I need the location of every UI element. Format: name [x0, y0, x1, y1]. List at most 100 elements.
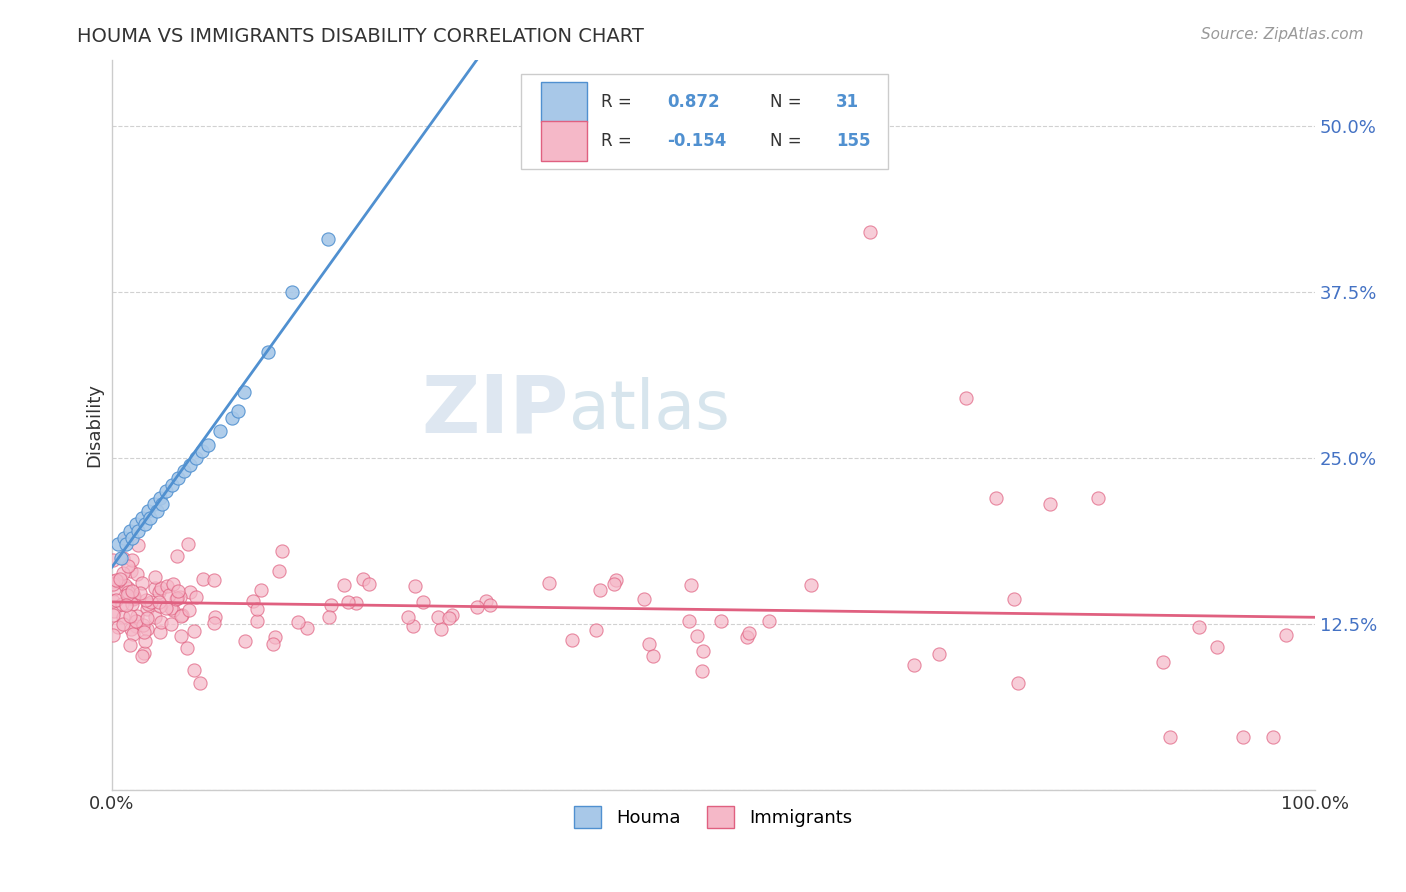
Point: [585, 623, 607, 637]
Point: [402, 618, 425, 632]
Point: [166, 549, 188, 563]
Point: [321, 598, 343, 612]
Point: [183, 663, 205, 677]
Legend: Houma, Immigrants: Houma, Immigrants: [567, 799, 859, 836]
Point: [165, 592, 187, 607]
Point: [735, 630, 758, 644]
Point: [120, 622, 142, 636]
Point: [150, 615, 173, 629]
Point: [136, 623, 159, 637]
Point: [1232, 730, 1254, 744]
Point: [1007, 676, 1029, 690]
Point: [101, 608, 124, 623]
Point: [122, 591, 145, 606]
Point: [1002, 592, 1025, 607]
Point: [127, 538, 149, 552]
Point: [115, 533, 138, 547]
Point: [122, 589, 145, 603]
Point: [155, 601, 177, 615]
Point: [107, 574, 129, 588]
Text: Source: ZipAtlas.com: Source: ZipAtlas.com: [1201, 27, 1364, 42]
Point: [114, 577, 136, 591]
Point: [112, 531, 135, 545]
Point: [142, 498, 165, 512]
Point: [136, 504, 159, 518]
Point: [679, 578, 702, 592]
Point: [738, 626, 761, 640]
Point: [404, 579, 426, 593]
Point: [162, 603, 184, 617]
Point: [121, 591, 143, 606]
Point: [318, 610, 340, 624]
Point: [208, 425, 231, 439]
Point: [156, 579, 179, 593]
Point: [103, 604, 125, 618]
Point: [955, 391, 977, 405]
Bar: [541, 121, 586, 161]
Point: [131, 510, 153, 524]
Point: [136, 611, 159, 625]
Text: 155: 155: [837, 132, 870, 150]
Point: [1187, 620, 1209, 634]
Point: [135, 593, 157, 607]
Point: [250, 582, 273, 597]
Point: [149, 582, 172, 596]
Point: [170, 609, 193, 624]
Bar: [541, 82, 586, 122]
Point: [197, 438, 219, 452]
Point: [183, 624, 205, 639]
Point: [101, 574, 124, 588]
Point: [188, 675, 211, 690]
Point: [264, 630, 287, 644]
Point: [1275, 628, 1298, 642]
Point: [110, 550, 132, 565]
Point: [111, 616, 134, 631]
Point: [149, 491, 172, 505]
Point: [638, 637, 661, 651]
Point: [132, 646, 155, 660]
Point: [352, 572, 374, 586]
Point: [184, 590, 207, 604]
Point: [155, 484, 177, 499]
FancyBboxPatch shape: [520, 74, 887, 169]
Point: [437, 611, 460, 625]
Point: [538, 575, 561, 590]
Point: [633, 592, 655, 607]
Point: [121, 627, 143, 641]
Point: [115, 588, 138, 602]
Point: [111, 551, 134, 566]
Point: [270, 544, 292, 558]
Point: [120, 609, 142, 624]
Point: [117, 589, 139, 603]
Point: [1159, 730, 1181, 744]
Point: [121, 553, 143, 567]
Point: [478, 599, 501, 613]
Point: [176, 640, 198, 655]
Text: R =: R =: [602, 94, 633, 112]
Point: [202, 616, 225, 631]
Point: [678, 614, 700, 628]
Point: [157, 588, 180, 602]
Point: [233, 634, 256, 648]
Point: [103, 628, 125, 642]
Point: [128, 586, 150, 600]
Point: [984, 491, 1007, 505]
Point: [166, 471, 188, 485]
Point: [134, 633, 156, 648]
Point: [295, 621, 318, 635]
Text: 31: 31: [837, 94, 859, 112]
Point: [166, 591, 188, 605]
Point: [148, 585, 170, 599]
Text: atlas: atlas: [569, 377, 730, 443]
Point: [159, 616, 181, 631]
Point: [173, 464, 195, 478]
Point: [226, 404, 249, 418]
Point: [111, 597, 134, 611]
Point: [121, 597, 143, 611]
Point: [221, 411, 243, 425]
Point: [928, 647, 950, 661]
Point: [344, 596, 367, 610]
Point: [903, 657, 925, 672]
Point: [257, 344, 280, 359]
Point: [132, 618, 155, 632]
